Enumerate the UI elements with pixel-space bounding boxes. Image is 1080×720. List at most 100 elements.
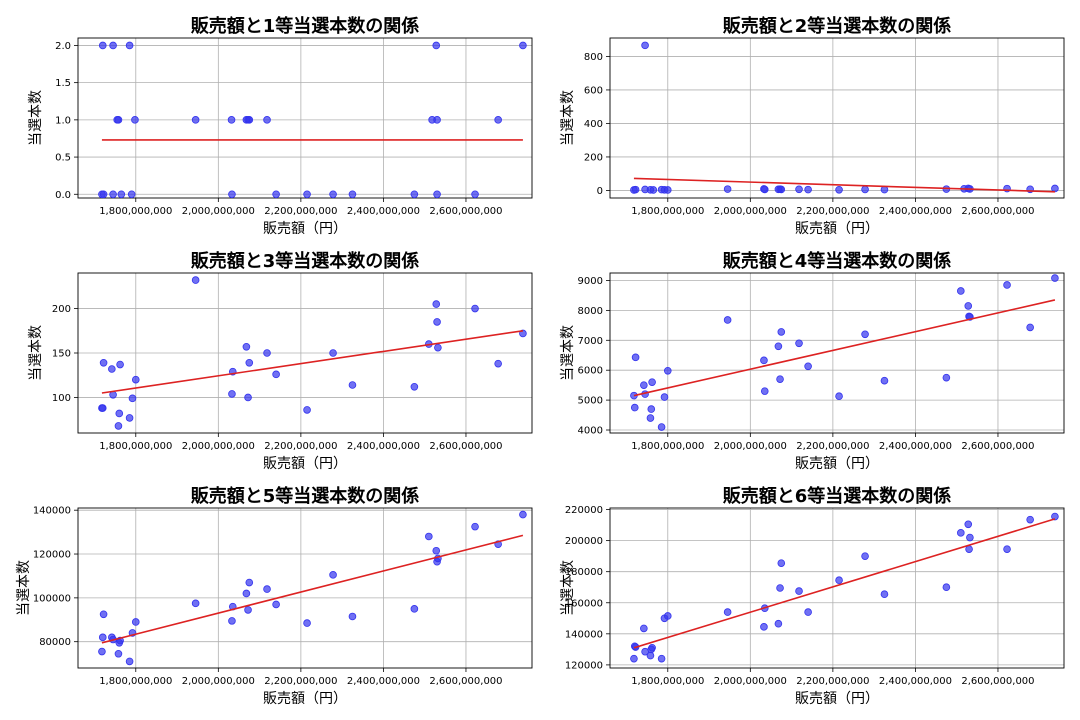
data-point [191, 599, 200, 608]
y-tick-label: 150 [52, 349, 71, 360]
data-point [228, 617, 236, 625]
data-point [631, 353, 640, 362]
x-axis-label: 販売額（円） [795, 691, 879, 707]
data-point [774, 619, 783, 628]
data-point [432, 41, 441, 50]
data-point [244, 393, 252, 402]
x-tick-label: 2,600,000,000 [961, 441, 1034, 452]
data-point [410, 190, 419, 199]
data-point [957, 529, 965, 537]
y-tick-label: 0 [597, 186, 603, 197]
x-tick-label: 2,200,000,000 [796, 206, 869, 217]
plot-frame [77, 272, 533, 434]
data-point [648, 378, 656, 386]
data-point [663, 186, 672, 194]
data-point [1051, 274, 1059, 282]
data-point [519, 41, 527, 50]
y-tick-label: 200000 [565, 536, 603, 547]
data-point [98, 404, 107, 412]
y-tick-label: 120000 [33, 550, 71, 561]
data-point [434, 343, 442, 352]
data-point [795, 185, 803, 194]
data-point [795, 587, 803, 595]
data-point [942, 583, 951, 592]
data-point [723, 316, 732, 324]
x-tick-label: 2,000,000,000 [714, 676, 787, 687]
data-point [108, 365, 116, 373]
x-tick-label: 1,800,000,000 [99, 441, 172, 452]
y-tick-label: 200 [52, 304, 71, 315]
x-tick-label: 1,800,000,000 [631, 441, 704, 452]
data-point [631, 185, 640, 194]
data-point [228, 390, 236, 398]
plot-frame [609, 507, 1065, 669]
data-point [647, 405, 656, 413]
x-tick-label: 2,600,000,000 [429, 441, 502, 452]
data-point [957, 287, 965, 295]
data-point [494, 116, 502, 124]
data-point [471, 190, 479, 199]
chart-title: 販売額と1等当選本数の関係 [191, 15, 420, 37]
chart-title: 販売額と6等当選本数の関係 [723, 485, 952, 507]
data-point [861, 185, 869, 194]
x-tick-label: 2,200,000,000 [264, 441, 337, 452]
data-point [471, 522, 479, 531]
chart-panel-2: 1,800,000,000 2,000,000,000 2,200,000,000 2… [560, 15, 1065, 237]
data-point [630, 654, 638, 663]
data-point [646, 414, 655, 422]
data-point [1003, 545, 1011, 553]
data-point [835, 185, 843, 194]
regression-line [101, 329, 524, 394]
data-point [348, 190, 357, 199]
data-point [760, 623, 768, 631]
data-point [657, 654, 666, 663]
data-point [640, 381, 648, 389]
data-point [125, 657, 134, 666]
x-tick-label: 1,800,000,000 [631, 676, 704, 687]
data-point [433, 116, 441, 124]
regression-line [633, 299, 1056, 397]
x-tick-label: 2,600,000,000 [429, 206, 502, 217]
chart-panel-1: 1,800,000,000 2,000,000,000 2,200,000,000 2… [28, 15, 533, 237]
data-point [804, 608, 812, 616]
data-point [125, 41, 134, 50]
y-tick-label: 7000 [578, 336, 603, 347]
data-point [494, 359, 502, 368]
data-point [114, 422, 123, 430]
chart-panel-5: 1,800,000,000 2,000,000,000 2,200,000,000 2… [16, 485, 533, 707]
chart-panel-6: 1,800,000,000 2,000,000,000 2,200,000,000 2… [560, 485, 1065, 707]
data-point [880, 590, 889, 599]
data-point [723, 608, 732, 616]
data-point [804, 362, 812, 371]
y-axis-label: 当選本数 [16, 560, 32, 616]
y-tick-label: 5000 [578, 396, 603, 407]
y-tick-label: 100000 [33, 593, 71, 604]
data-point [776, 375, 784, 383]
data-point [329, 571, 337, 579]
y-tick-label: 8000 [578, 306, 603, 317]
y-tick-label: 6000 [578, 366, 603, 377]
data-point [777, 328, 786, 336]
data-point [964, 302, 973, 310]
data-point [861, 552, 869, 560]
data-point [648, 644, 656, 652]
data-point [630, 403, 639, 412]
data-point [410, 605, 419, 613]
y-tick-label: 80000 [39, 637, 71, 648]
data-point [128, 394, 137, 403]
y-tick-label: 160000 [565, 598, 603, 609]
y-axis-label: 当選本数 [28, 90, 44, 146]
y-tick-label: 2.0 [55, 41, 71, 52]
data-point [114, 649, 123, 658]
x-tick-label: 2,000,000,000 [182, 206, 255, 217]
data-point [127, 190, 136, 199]
y-tick-label: 120000 [565, 660, 603, 671]
data-point [244, 606, 252, 614]
x-tick-label: 2,600,000,000 [429, 676, 502, 687]
x-tick-label: 2,600,000,000 [961, 206, 1034, 217]
data-point [433, 190, 441, 199]
data-point [114, 116, 123, 124]
chart-title: 販売額と5等当選本数の関係 [191, 485, 420, 507]
data-point [348, 381, 357, 389]
data-point [471, 304, 479, 313]
